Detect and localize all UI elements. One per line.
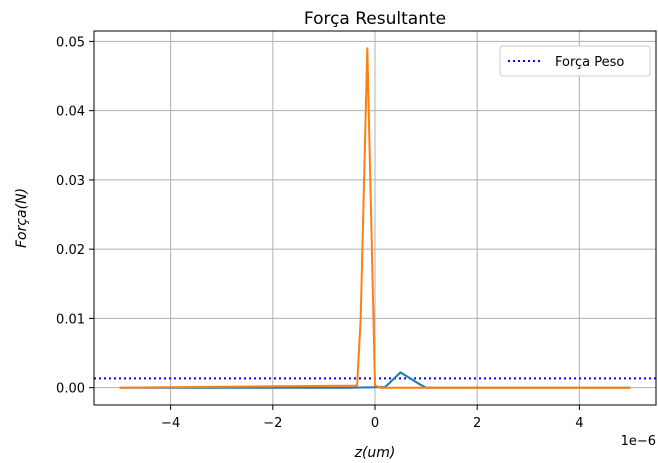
x-tick-label: 2 [473, 416, 481, 431]
legend: Força Peso [499, 45, 651, 77]
x-tick-label: 4 [575, 416, 583, 431]
y-tick-label: 0.00 [56, 382, 85, 397]
y-axis-ticks: 0.00 0.01 0.02 0.03 0.04 0.05 [56, 35, 94, 397]
legend-label-forca-peso: Força Peso [555, 55, 624, 70]
x-axis-label: z(um) [354, 445, 396, 461]
series-lines [119, 47, 631, 389]
y-tick-label: 0.02 [56, 243, 85, 258]
series-line-2 [119, 47, 631, 389]
y-axis-label: Força(N) [14, 188, 30, 248]
x-axis-ticks: −4 −2 0 2 4 [161, 405, 584, 431]
y-tick-label: 0.03 [56, 174, 85, 189]
y-tick-label: 0.01 [56, 312, 85, 327]
chart-title: Força Resultante [304, 9, 446, 29]
x-tick-label: 0 [371, 416, 379, 431]
x-tick-label: −2 [263, 416, 282, 431]
x-tick-label: −4 [161, 416, 180, 431]
legend-box [499, 45, 651, 77]
y-tick-label: 0.05 [56, 35, 85, 50]
y-tick-label: 0.04 [56, 105, 85, 120]
x-axis-offset-label: 1e−6 [621, 434, 656, 449]
